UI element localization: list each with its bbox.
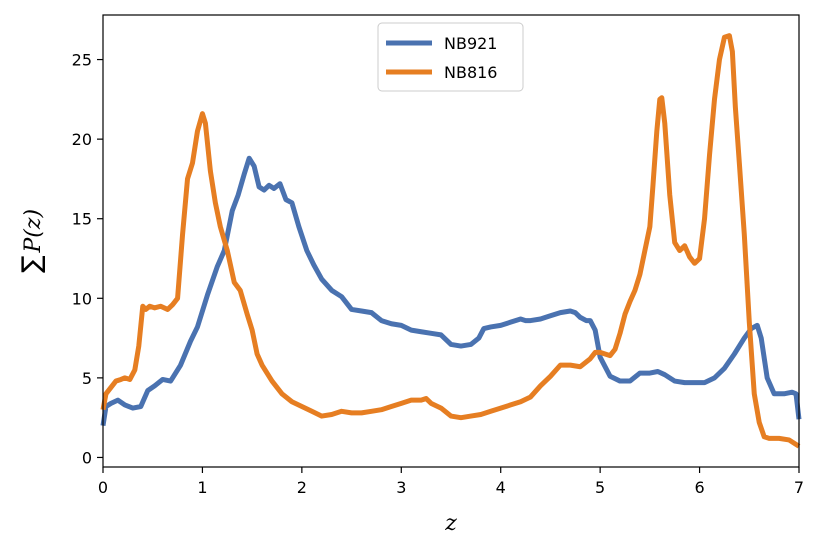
x-tick-label: 1: [197, 478, 207, 497]
x-tick-label: 6: [694, 478, 704, 497]
x-tick-label: 5: [595, 478, 605, 497]
y-axis-expression: P(z): [21, 209, 46, 254]
y-ticks: 0 5 10 15 20 25: [72, 51, 103, 467]
plot-frame: [102, 14, 800, 468]
x-tick-label: 7: [794, 478, 804, 497]
x-axis-title: z: [444, 511, 457, 536]
y-tick-label: 0: [82, 448, 92, 467]
series-line-nb921: [100, 155, 802, 427]
legend-label-nb816: NB816: [444, 63, 497, 82]
x-tick-label: 2: [297, 478, 307, 497]
y-tick-label: 15: [72, 210, 92, 229]
series-line-nb816: [100, 33, 801, 449]
legend-label-nb921: NB921: [444, 34, 497, 53]
svg-text:∑P(z): ∑ P(z): [17, 209, 47, 273]
x-ticks: 0 1 2 3 4 5 6 7: [98, 467, 804, 497]
plot-lines: [100, 33, 802, 449]
y-tick-label: 20: [72, 130, 92, 149]
y-tick-label: 25: [72, 51, 92, 70]
legend: NB921 NB816: [377, 22, 524, 92]
x-tick-label: 4: [496, 478, 506, 497]
x-tick-label: 0: [98, 478, 108, 497]
y-tick-label: 5: [82, 369, 92, 388]
y-axis-title: ∑ P(z): [17, 209, 47, 273]
y-tick-label: 10: [72, 289, 92, 308]
x-tick-label: 3: [396, 478, 406, 497]
y-axis-sum-symbol: ∑: [17, 256, 47, 274]
